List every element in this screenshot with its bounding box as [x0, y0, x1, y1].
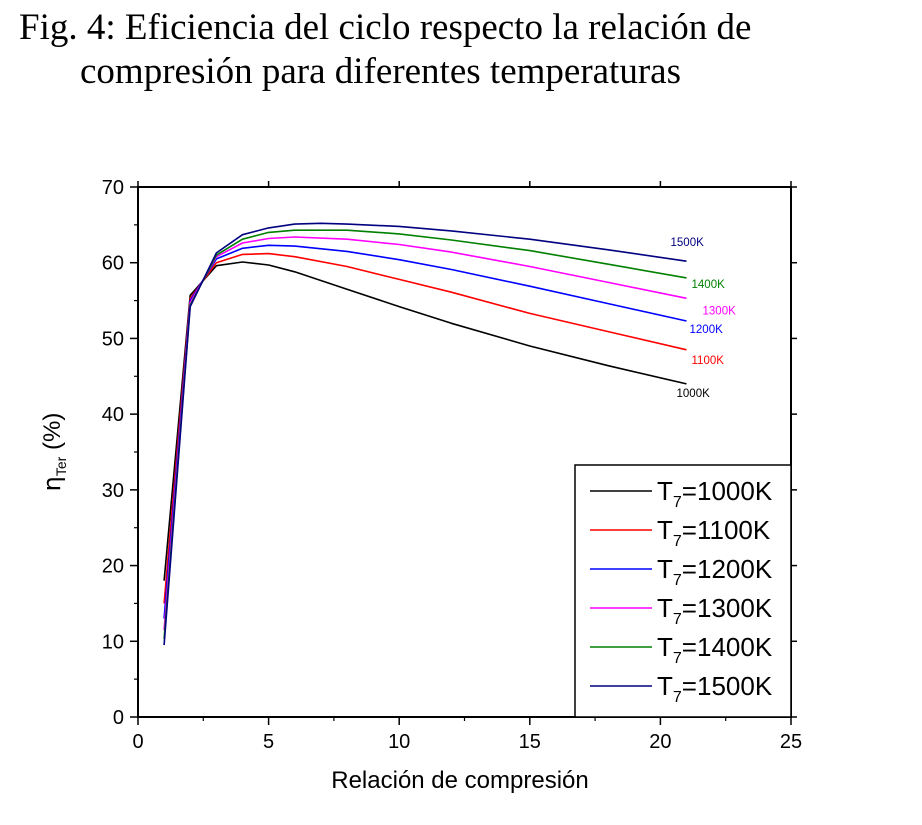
y-tick-label: 0	[113, 707, 124, 729]
x-tick-label: 15	[519, 731, 541, 753]
end-label-1300K: 1300K	[703, 305, 737, 317]
end-label-1400K: 1400K	[692, 279, 726, 291]
legend-subscript: 7	[673, 689, 682, 706]
legend-prefix: T	[657, 593, 673, 623]
legend-entry-1400K: T7=1400K	[657, 632, 773, 667]
figure-caption-line2: compresión para diferentes temperaturas	[80, 51, 681, 92]
legend-box	[574, 464, 792, 718]
end-label-1000K: 1000K	[677, 388, 711, 400]
x-tick-label: 10	[388, 731, 410, 753]
legend-entry-1500K: T7=1500K	[657, 671, 773, 706]
legend-entry-1100K: T7=1100K	[657, 515, 771, 550]
x-tick-label: 25	[780, 731, 802, 753]
x-tick-label: 20	[649, 731, 671, 753]
legend-prefix: T	[657, 515, 673, 545]
legend-subscript: 7	[673, 572, 682, 589]
end-label-1100K: 1100K	[692, 355, 725, 367]
y-tick-label: 60	[102, 253, 124, 275]
legend-subscript: 7	[673, 611, 682, 628]
legend: T7=1000KT7=1100KT7=1200KT7=1300KT7=1400K…	[574, 464, 792, 718]
y-axis-label-subscript: Ter	[53, 456, 69, 476]
x-axis-label: Relación de compresión	[331, 767, 588, 794]
y-tick-label: 40	[102, 404, 124, 426]
y-axis-label-symbol: η	[38, 476, 66, 491]
series-line-1500K	[163, 222, 687, 646]
legend-entry-1300K: T7=1300K	[657, 593, 773, 628]
y-axis-label-unit: (%)	[39, 413, 66, 457]
y-tick-label: 50	[102, 328, 124, 350]
legend-suffix: =1000K	[682, 476, 773, 506]
y-tick-label: 20	[102, 556, 124, 578]
series-end-labels: 1000K 1100K 1200K 1300K 1400K 1500K	[671, 237, 737, 400]
legend-subscript: 7	[673, 494, 682, 511]
y-tick-label: 10	[102, 631, 124, 653]
series-line-1000K	[163, 261, 687, 581]
x-tick-label: 5	[263, 731, 274, 753]
legend-prefix: T	[657, 632, 673, 662]
y-tick-label: 70	[102, 177, 124, 199]
legend-prefix: T	[657, 554, 673, 584]
y-axis-label: ηTer (%)	[38, 413, 69, 492]
legend-suffix: =1400K	[682, 632, 773, 662]
y-tick-label: 30	[102, 480, 124, 502]
figure-caption-line1: Fig. 4: Eficiencia del ciclo respecto la…	[19, 7, 752, 48]
legend-suffix: =1200K	[682, 554, 773, 584]
legend-prefix: T	[657, 476, 673, 506]
legend-prefix: T	[657, 671, 673, 701]
legend-subscript: 7	[673, 650, 682, 667]
axis-ticks: 0 5 10 15 20 25 0 10 20 30 40 50 60 70	[102, 177, 802, 753]
legend-suffix: =1300K	[682, 593, 773, 623]
series-lines	[163, 222, 687, 646]
legend-entry-1000K: T7=1000K	[657, 476, 773, 511]
legend-items: T7=1000KT7=1100KT7=1200KT7=1300KT7=1400K…	[590, 476, 773, 706]
legend-suffix: =1100K	[682, 515, 771, 545]
legend-entry-1200K: T7=1200K	[657, 554, 773, 589]
end-label-1500K: 1500K	[671, 237, 705, 249]
end-label-1200K: 1200K	[690, 324, 724, 336]
x-tick-label: 0	[132, 731, 143, 753]
legend-suffix: =1500K	[682, 671, 773, 701]
series-line-1100K	[163, 252, 687, 604]
legend-subscript: 7	[673, 533, 682, 550]
